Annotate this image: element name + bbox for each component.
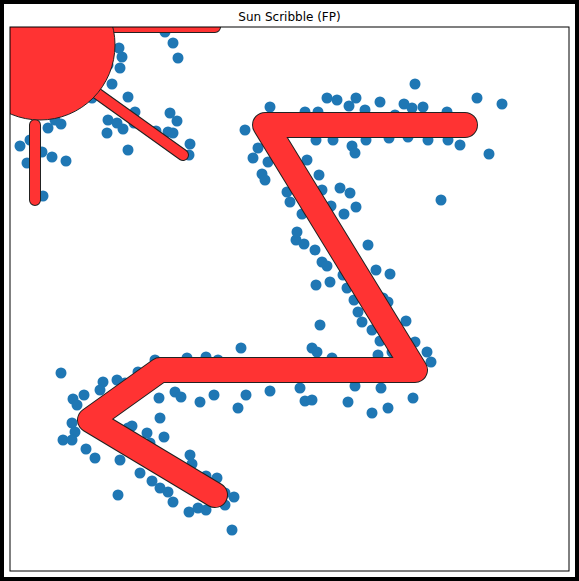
- scatter-point: [357, 317, 368, 328]
- scatter-point: [407, 103, 418, 114]
- scatter-point: [173, 53, 184, 64]
- plot-frame: [10, 27, 569, 571]
- scatter-point: [236, 343, 247, 354]
- line-outline: [90, 125, 465, 495]
- scatter-point: [90, 453, 101, 464]
- scatter-point: [383, 403, 394, 414]
- scatter-point: [172, 116, 183, 127]
- scatter-point: [112, 118, 123, 129]
- scatter-point: [176, 392, 187, 403]
- scatter-point: [229, 492, 240, 503]
- scatter-point: [227, 525, 238, 536]
- scatter-point: [102, 128, 113, 139]
- scatter-point: [497, 99, 508, 110]
- scatter-point: [345, 188, 356, 199]
- scatter-point: [209, 390, 220, 401]
- scatter-point: [322, 93, 333, 104]
- scatter-point: [56, 119, 67, 130]
- scatter-point: [484, 149, 495, 160]
- scatter-point: [307, 395, 318, 406]
- scatter-point: [311, 280, 322, 291]
- scatter-point: [285, 197, 296, 208]
- scatter-point: [312, 347, 323, 358]
- scatter-point: [241, 390, 252, 401]
- scatter-point: [353, 307, 364, 318]
- scatter-point: [314, 170, 325, 181]
- scatter-point: [332, 95, 343, 106]
- scatter-point: [107, 79, 118, 90]
- scatter-point: [123, 92, 134, 103]
- scatter-point: [436, 195, 447, 206]
- scatter-point: [168, 38, 179, 49]
- scatter-point: [47, 152, 58, 163]
- scatter-point: [351, 93, 362, 104]
- scatter-point: [376, 383, 387, 394]
- scatter-point: [339, 209, 350, 220]
- scatter-point: [61, 156, 72, 167]
- scatter-point: [299, 239, 310, 250]
- scatter-point: [375, 97, 386, 108]
- scatter-point: [95, 385, 106, 396]
- scatter-point: [81, 444, 92, 455]
- scatter-point: [185, 139, 196, 150]
- scatter-point: [123, 145, 134, 156]
- scatter-point: [155, 413, 166, 424]
- scatter-point: [67, 435, 78, 446]
- scatter-point: [363, 240, 374, 251]
- scatter-point: [408, 393, 419, 404]
- scatter-point: [115, 63, 126, 74]
- scatter-point: [315, 320, 326, 331]
- scatter-point: [351, 202, 362, 213]
- scatter-point: [43, 123, 54, 134]
- scatter-point: [322, 261, 333, 272]
- scatter-point: [115, 455, 126, 466]
- scatter-point: [292, 227, 303, 238]
- scatter-point: [343, 397, 354, 408]
- scatter-point: [163, 487, 174, 498]
- plot-area: [10, 27, 508, 536]
- scatter-point: [248, 153, 259, 164]
- scatter-point: [56, 368, 67, 379]
- stroke-line: [90, 125, 465, 495]
- scatter-point: [367, 408, 378, 419]
- scatter-point: [195, 397, 206, 408]
- scatter-point: [260, 175, 271, 186]
- scatter-point: [295, 383, 306, 394]
- scatter-point: [117, 52, 128, 63]
- scatter-point: [135, 468, 146, 479]
- sun-circle: [10, 27, 115, 120]
- scatter-point: [472, 93, 483, 104]
- scatter-point: [72, 400, 83, 411]
- scatter-point: [422, 347, 433, 358]
- scatter-point: [265, 386, 276, 397]
- scatter-point: [418, 102, 429, 113]
- scatter-point: [168, 497, 179, 508]
- scatter-point: [410, 79, 421, 90]
- scatter-point: [168, 128, 179, 139]
- scatter-point: [371, 265, 382, 276]
- scatter-point: [233, 403, 244, 414]
- scatter-point: [265, 102, 276, 113]
- scatter-point: [335, 183, 346, 194]
- scatter-point: [310, 245, 321, 256]
- scatter-point: [15, 141, 26, 152]
- scatter-point: [385, 269, 396, 280]
- scatter-point: [455, 140, 466, 151]
- scatter-point: [154, 393, 165, 404]
- scatter-point: [325, 277, 336, 288]
- scatter-point: [350, 148, 361, 159]
- scatter-point: [240, 125, 251, 136]
- scatter-point: [113, 490, 124, 501]
- scatter-point: [159, 432, 170, 443]
- chart-title: Sun Scribble (FP): [238, 10, 340, 24]
- scatter-point: [79, 390, 90, 401]
- chart: Sun Scribble (FP): [0, 0, 579, 581]
